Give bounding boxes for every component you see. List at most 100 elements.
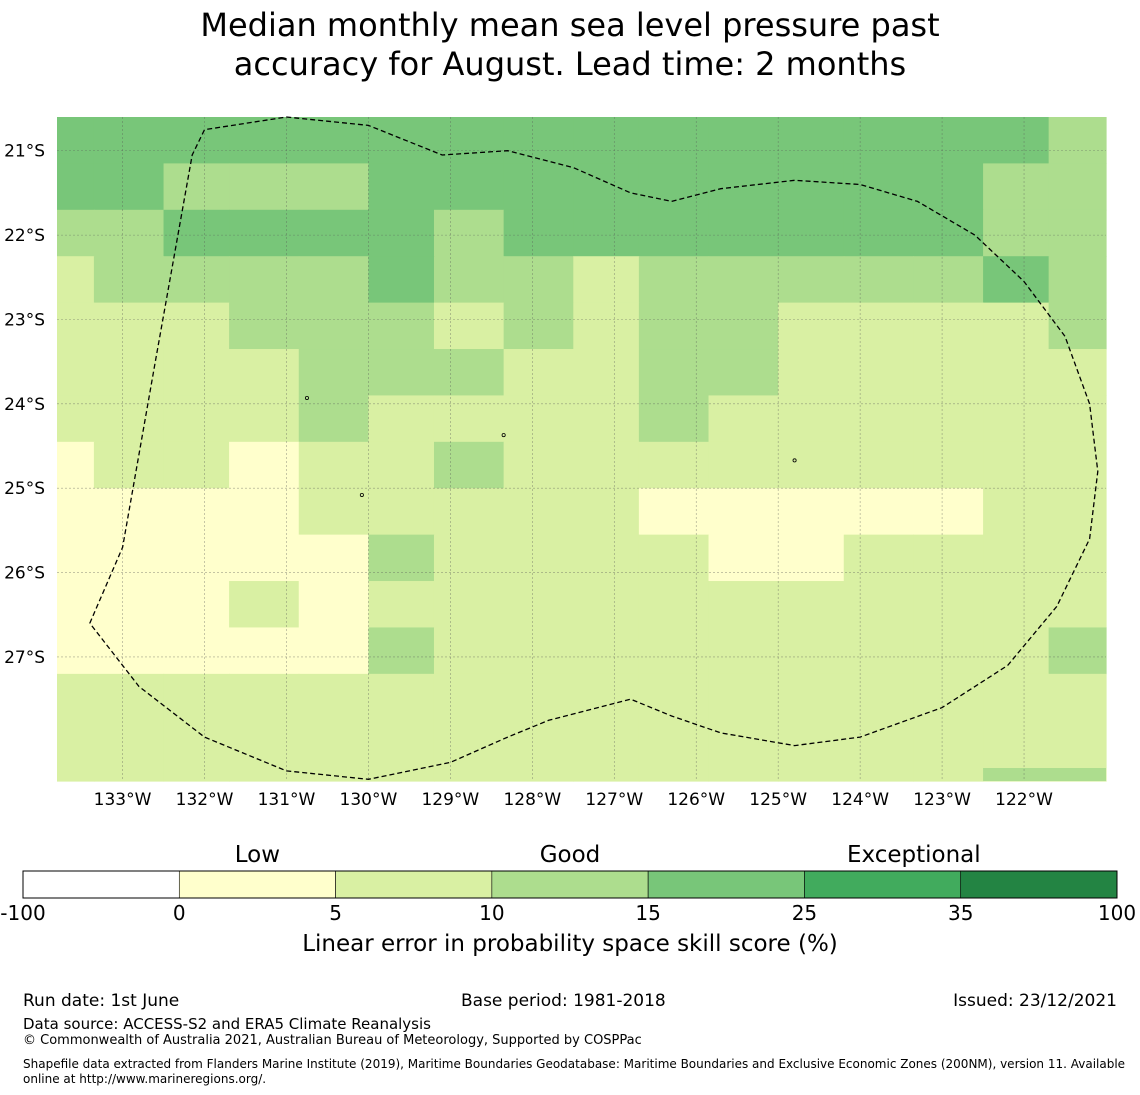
grid-cell: [298, 627, 370, 675]
grid-cell: [1048, 163, 1107, 211]
grid-cell: [433, 441, 505, 489]
grid-cell: [503, 627, 574, 675]
lon-tick-label: 131°W: [258, 790, 316, 810]
grid-cell: [503, 673, 574, 782]
grid-cell: [778, 488, 845, 536]
grid-cell: [638, 441, 710, 489]
lat-tick-label: 21°S: [4, 142, 45, 162]
grid-cell: [298, 163, 370, 211]
lon-tick-label: 126°W: [667, 790, 725, 810]
grid-cell: [368, 349, 435, 397]
skill-grid: [57, 117, 1107, 782]
grid-cell: [368, 395, 435, 443]
grid-cell: [163, 534, 230, 582]
island-marker: [792, 458, 797, 463]
colorbar-segment: [804, 870, 962, 899]
colorbar-category-label: Exceptional: [846, 842, 981, 868]
copyright: © Commonwealth of Australia 2021, Austra…: [23, 1033, 642, 1048]
grid-cell: [503, 256, 574, 304]
grid-cell: [843, 627, 915, 675]
grid-cell: [843, 488, 915, 536]
grid-cell: [433, 488, 505, 536]
grid-cell: [573, 163, 640, 211]
grid-cell: [983, 627, 1050, 675]
grid-cell: [778, 395, 845, 443]
map-title: Median monthly mean sea level pressure p…: [0, 6, 1140, 84]
grid-cell: [93, 349, 165, 397]
grid-cell: [573, 395, 640, 443]
grid-cell: [1048, 534, 1107, 582]
grid-cell: [708, 209, 779, 257]
grid-cell: [638, 209, 710, 257]
grid-cell: [229, 673, 300, 782]
grid-cell: [57, 117, 95, 165]
shapefile-credit: Shapefile data extracted from Flanders M…: [23, 1057, 1125, 1087]
lat-tick-label: 24°S: [4, 395, 45, 415]
grid-cell: [93, 673, 165, 782]
colorbar-segment: [491, 870, 649, 899]
colorbar-tick: 25: [791, 901, 818, 925]
run-date: Run date: 1st June: [23, 991, 180, 1011]
lon-tick-label: 124°W: [831, 790, 889, 810]
grid-cell: [843, 349, 915, 397]
colorbar-segment: [335, 870, 493, 899]
grid-cell: [708, 163, 779, 211]
colorbar: [22, 870, 1118, 899]
grid-cell: [1048, 627, 1107, 675]
grid-cell: [573, 488, 640, 536]
grid-cell: [93, 302, 165, 350]
grid-cell: [913, 627, 984, 675]
grid-cell: [433, 581, 505, 629]
grid-cell: [163, 117, 230, 165]
lat-tick-label: 27°S: [4, 648, 45, 668]
lon-tick-label: 129°W: [421, 790, 479, 810]
grid-cell: [708, 488, 779, 536]
grid-cell: [229, 256, 300, 304]
grid-cell: [708, 627, 779, 675]
grid-cell: [843, 673, 915, 782]
grid-cell: [983, 768, 1106, 781]
grid-cell: [1048, 256, 1107, 304]
grid-cell: [163, 209, 230, 257]
grid-cell: [708, 256, 779, 304]
colorbar-segment: [178, 870, 336, 899]
grid-cell: [983, 302, 1050, 350]
grid-cell: [503, 117, 574, 165]
grid-cell: [163, 488, 230, 536]
colorbar-segment: [960, 870, 1118, 899]
grid-cell: [503, 349, 574, 397]
grid-cell: [778, 163, 845, 211]
grid-cell: [368, 256, 435, 304]
grid-cell: [778, 256, 845, 304]
grid-cell: [433, 673, 505, 782]
grid-cell: [843, 163, 915, 211]
grid-cell: [298, 441, 370, 489]
grid-cell: [983, 534, 1050, 582]
grid-cell: [573, 209, 640, 257]
grid-cell: [298, 581, 370, 629]
grid-cell: [913, 534, 984, 582]
grid-cell: [913, 256, 984, 304]
grid-cell: [843, 441, 915, 489]
grid-cell: [298, 349, 370, 397]
grid-cell: [778, 117, 845, 165]
colorbar-tick: 100: [1097, 901, 1137, 925]
grid-cell: [93, 163, 165, 211]
grid-cell: [93, 534, 165, 582]
grid-cell: [638, 534, 710, 582]
grid-cell: [708, 117, 779, 165]
grid-cell: [573, 256, 640, 304]
colorbar-segment: [647, 870, 805, 899]
colorbar-tick: 35: [947, 901, 974, 925]
island-marker: [501, 433, 506, 438]
grid-cell: [229, 627, 300, 675]
grid-cell: [163, 256, 230, 304]
grid-cell: [57, 256, 95, 304]
grid-cell: [573, 627, 640, 675]
grid-cell: [57, 163, 95, 211]
grid-cell: [913, 395, 984, 443]
grid-cell: [983, 117, 1050, 165]
grid-cell: [57, 673, 95, 782]
grid-cell: [433, 627, 505, 675]
